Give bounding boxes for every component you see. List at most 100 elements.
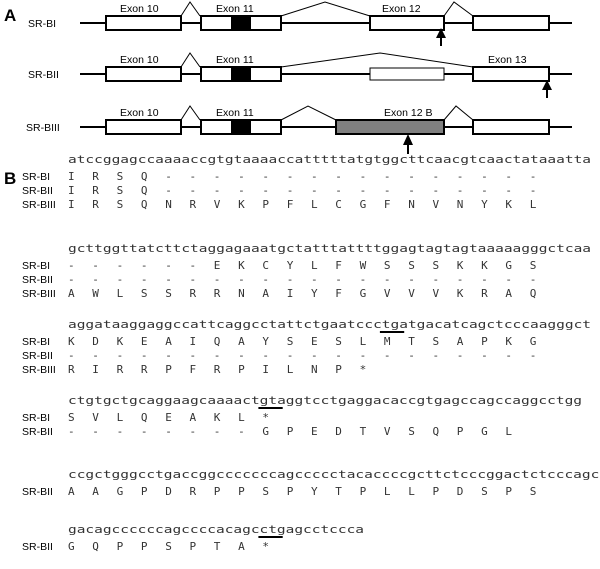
amino-acid: T (360, 425, 367, 438)
exon-box (472, 66, 550, 82)
amino-acid: - (238, 170, 245, 183)
splice-connector (180, 1, 201, 17)
amino-acid: F (335, 287, 342, 300)
amino-acid: G (262, 425, 269, 438)
amino-acid: - (408, 170, 415, 183)
amino-acid: P (287, 425, 294, 438)
amino-acid: P (165, 363, 172, 376)
amino-acid: - (433, 170, 440, 183)
amino-acid: - (481, 349, 488, 362)
amino-acid: P (481, 335, 488, 348)
amino-acid: E (311, 335, 318, 348)
amino-acid: L (360, 335, 367, 348)
isoform-row-label: SR-BI (22, 412, 50, 424)
amino-acid: L (505, 425, 512, 438)
isoform-sr-bi: SR-BI Exon 10 Exon 11 Exon 12 (28, 1, 572, 46)
isoform-row-label: SR-BII (22, 350, 53, 362)
amino-acid: - (214, 170, 221, 183)
amino-acid: G (68, 540, 75, 553)
amino-acid: R (92, 184, 99, 197)
amino-acid: - (262, 184, 269, 197)
amino-acid: P (335, 363, 342, 376)
amino-acid: Q (141, 411, 148, 424)
amino-acid: - (68, 349, 75, 362)
amino-acid: P (214, 485, 221, 498)
amino-acid: R (92, 198, 99, 211)
amino-acid: S (384, 259, 391, 272)
amino-acid: A (505, 287, 512, 300)
amino-acid: S (433, 259, 440, 272)
amino-acid: P (141, 540, 148, 553)
amino-acid: K (505, 335, 512, 348)
amino-acid: S (335, 335, 342, 348)
isoform-row-label: SR-BII (22, 541, 53, 553)
amino-acid: - (190, 259, 197, 272)
amino-acid: P (433, 485, 440, 498)
amino-acid: T (335, 485, 342, 498)
amino-acid: W (360, 259, 367, 272)
amino-acid: D (92, 335, 99, 348)
amino-acid: S (165, 540, 172, 553)
amino-acid: R (92, 170, 99, 183)
amino-acid: - (238, 273, 245, 286)
amino-acid: Y (311, 287, 318, 300)
amino-acid: - (141, 259, 148, 272)
panel-a-label: A (4, 6, 16, 25)
panel-b-label: B (4, 169, 16, 188)
amino-acid: K (117, 335, 124, 348)
amino-acid: - (408, 184, 415, 197)
sequence-block: ccgctgggcctgaccggcccccccagccccctacaccccg… (22, 469, 600, 498)
isoform-row-label: SR-BI (22, 336, 50, 348)
amino-acid: S (262, 485, 269, 498)
exon-label: Exon 11 (216, 3, 254, 15)
amino-acid: N (165, 198, 172, 211)
amino-acid: - (68, 425, 75, 438)
amino-acid: R (190, 198, 197, 211)
amino-acid: Y (262, 335, 269, 348)
splice-connector (443, 1, 474, 17)
amino-acid: - (214, 425, 221, 438)
exon-insert (231, 67, 251, 81)
amino-acid: - (214, 273, 221, 286)
amino-acid: Y (311, 485, 318, 498)
amino-acid: E (311, 425, 318, 438)
isoform-label-sr-biii: SR-BIII (26, 122, 60, 134)
amino-acid: L (117, 287, 124, 300)
amino-acid: - (505, 170, 512, 183)
amino-acid: - (433, 349, 440, 362)
amino-acid: P (287, 485, 294, 498)
amino-acid: D (335, 425, 342, 438)
isoform-row-label: SR-BII (22, 274, 53, 286)
amino-acid: - (287, 349, 294, 362)
amino-acid: - (287, 170, 294, 183)
amino-acid: - (262, 170, 269, 183)
amino-acid: - (117, 425, 124, 438)
amino-acid: A (68, 287, 75, 300)
isoform-row-label: SR-BI (22, 260, 50, 272)
amino-acid: - (262, 273, 269, 286)
amino-acid: - (433, 184, 440, 197)
amino-acid: K (68, 335, 75, 348)
amino-acid: - (238, 349, 245, 362)
splice-connector (280, 1, 371, 17)
amino-acid: A (190, 411, 197, 424)
exon-label: Exon 11 (216, 54, 254, 66)
amino-acid: - (165, 184, 172, 197)
amino-acid: R (190, 287, 197, 300)
amino-acid: - (311, 273, 318, 286)
amino-acid: P (238, 363, 245, 376)
stop-arrow (542, 80, 552, 98)
amino-acid: * (360, 363, 367, 376)
amino-acid: L (238, 411, 245, 424)
sequence-block: atccggagccaaaaccgtgtaaaaccatttttatgtggct… (22, 154, 591, 211)
amino-acid: - (141, 425, 148, 438)
amino-acid: A (238, 335, 245, 348)
amino-acid: - (68, 259, 75, 272)
amino-acid: P (141, 485, 148, 498)
amino-acid: W (92, 287, 99, 300)
amino-acid: N (238, 287, 245, 300)
amino-acid: S (287, 335, 294, 348)
amino-acid: I (287, 287, 294, 300)
amino-acid: S (165, 287, 172, 300)
amino-acid: G (505, 259, 512, 272)
